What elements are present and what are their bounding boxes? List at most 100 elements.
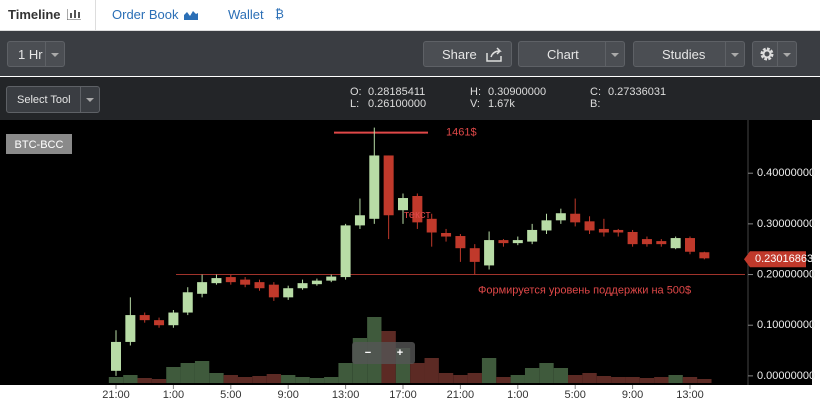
candle-body xyxy=(283,288,294,298)
volume-bar xyxy=(524,368,540,383)
candle-body xyxy=(498,240,509,244)
last-price-label: 0.23016863 xyxy=(755,253,813,265)
tab-divider xyxy=(95,0,96,30)
volume-bar xyxy=(309,378,325,383)
candle-body xyxy=(455,236,466,249)
settings-dropdown[interactable] xyxy=(752,41,797,67)
volume-bar xyxy=(438,373,454,383)
chart-dropdown[interactable]: Chart xyxy=(518,41,625,67)
volume-bar xyxy=(166,367,181,383)
volume-bar xyxy=(338,363,353,383)
ohlc-label: C: xyxy=(590,86,601,98)
interval-label: 1 Hr xyxy=(18,46,43,62)
candle-body xyxy=(383,155,394,216)
volume-bar xyxy=(697,379,712,383)
x-tick-label: 21:00 xyxy=(447,389,475,401)
candle-body xyxy=(699,252,710,259)
candle-body xyxy=(354,215,365,226)
volume-bar xyxy=(151,379,167,383)
volume-bar xyxy=(252,376,267,383)
ohlc-value: 0.28185411 xyxy=(368,86,426,98)
tab-timeline[interactable]: Timeline xyxy=(8,7,61,22)
last-price-tag xyxy=(744,251,806,268)
candle-body xyxy=(225,277,236,283)
volume-bar xyxy=(194,361,210,383)
symbol-box xyxy=(6,134,72,154)
ohlc-value: 0.30900000 xyxy=(488,86,547,98)
tool-label: Select Tool xyxy=(17,93,71,106)
candle-body xyxy=(154,320,165,326)
x-tick-label: 9:00 xyxy=(622,389,643,401)
x-tick-label: 21:00 xyxy=(102,389,130,401)
volume-bar xyxy=(108,377,124,383)
ohlc-label: H: xyxy=(470,86,481,98)
candle-body xyxy=(685,238,695,252)
gear-icon xyxy=(760,47,774,61)
volume-bar xyxy=(266,374,282,383)
timeline-icon xyxy=(67,9,81,20)
x-tick-label: 9:00 xyxy=(277,389,298,401)
candle-body xyxy=(254,282,265,289)
candle-body xyxy=(555,213,566,221)
candle-body xyxy=(240,279,251,285)
candle-body xyxy=(398,198,408,211)
candle-body xyxy=(412,196,423,223)
candle-body xyxy=(598,228,609,233)
volume-bar xyxy=(682,377,698,383)
y-tick-label: 0.40000000 xyxy=(757,167,815,179)
studies-label: Studies xyxy=(662,46,706,62)
ohlc-value: 1.67k xyxy=(488,98,515,110)
order-book-icon xyxy=(184,11,198,20)
volume-bar xyxy=(467,373,482,383)
candle-body xyxy=(369,155,380,219)
candle-body xyxy=(211,278,222,284)
volume-bar xyxy=(481,358,497,383)
volume-bar xyxy=(582,373,597,383)
tab-wallet[interactable]: Wallet xyxy=(228,7,264,22)
interval-dropdown[interactable]: 1 Hr xyxy=(7,41,65,67)
volume-bar xyxy=(596,376,612,383)
candle-body xyxy=(125,315,136,342)
candle-body xyxy=(139,315,150,321)
candle-body xyxy=(541,220,552,231)
volume-bar xyxy=(625,377,640,383)
volume-bar xyxy=(568,375,583,383)
zoom-button[interactable]: − xyxy=(365,347,371,359)
tab-order-book[interactable]: Order Book xyxy=(112,7,179,22)
ohlc-label: B: xyxy=(590,98,601,110)
candle-body xyxy=(627,231,638,245)
studies-dropdown[interactable]: Studies xyxy=(633,41,745,67)
candle-body xyxy=(111,341,121,371)
ohlc-value: 0.26100000 xyxy=(368,98,427,110)
y-tick-label: 0.00000000 xyxy=(757,370,815,382)
volume-bar xyxy=(281,375,296,383)
candle-body xyxy=(441,232,452,237)
x-tick-label: 13:00 xyxy=(676,389,704,401)
candle-body xyxy=(613,229,624,233)
volume-bar xyxy=(324,377,339,383)
toolbar: 1 Hr Share Chart Studies xyxy=(0,31,820,76)
x-tick-label: 17:00 xyxy=(389,389,417,401)
candle-body xyxy=(584,221,595,231)
tool-dropdown[interactable]: Select Tool xyxy=(6,86,100,113)
y-tick-label: 0.10000000 xyxy=(757,319,815,331)
volume-bar xyxy=(553,368,569,383)
candle-body xyxy=(326,276,337,281)
volume-bar xyxy=(668,375,683,383)
share-button[interactable]: Share xyxy=(423,41,512,67)
x-tick-label: 5:00 xyxy=(564,389,585,401)
x-tick-label: 13:00 xyxy=(332,389,360,401)
candle-body xyxy=(311,280,322,285)
candle-body xyxy=(182,292,193,313)
share-icon xyxy=(486,47,502,62)
volume-bar xyxy=(209,373,224,383)
chart-label: Chart xyxy=(547,46,579,62)
zoom-button[interactable]: + xyxy=(397,347,403,359)
x-tick-label: 5:00 xyxy=(220,389,241,401)
ohlc-value: 0.27336031 xyxy=(608,86,667,98)
ohlc-label: L: xyxy=(350,98,360,110)
volume-bar xyxy=(654,377,669,383)
annotation-label: текст xyxy=(404,209,431,221)
chart: BTC-BCC 0.40000000 0.30000000 0.20000000 0.1… xyxy=(0,120,815,401)
